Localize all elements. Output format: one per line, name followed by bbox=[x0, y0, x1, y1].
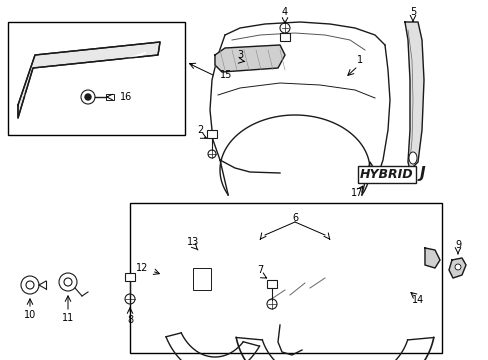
Text: 5: 5 bbox=[409, 7, 415, 17]
Text: 7: 7 bbox=[256, 265, 263, 275]
Text: 17: 17 bbox=[350, 188, 363, 198]
Text: 13: 13 bbox=[186, 237, 199, 247]
Bar bbox=[206, 130, 217, 138]
Text: 15: 15 bbox=[220, 70, 232, 80]
Bar bbox=[280, 33, 289, 41]
Bar bbox=[266, 280, 276, 288]
Polygon shape bbox=[448, 258, 465, 278]
Polygon shape bbox=[424, 248, 439, 268]
Bar bbox=[130, 203, 441, 353]
Text: 14: 14 bbox=[411, 295, 423, 305]
Bar bbox=[193, 268, 210, 290]
Ellipse shape bbox=[408, 152, 416, 164]
Text: J: J bbox=[419, 166, 425, 181]
Text: 1: 1 bbox=[356, 55, 362, 65]
Text: 9: 9 bbox=[454, 240, 460, 250]
Text: 3: 3 bbox=[237, 50, 243, 60]
Text: 16: 16 bbox=[120, 92, 132, 102]
Text: 6: 6 bbox=[291, 213, 298, 223]
Text: 11: 11 bbox=[62, 313, 74, 323]
Bar bbox=[8, 22, 184, 135]
Text: 2: 2 bbox=[197, 125, 203, 135]
Text: 12: 12 bbox=[135, 263, 148, 273]
Text: 10: 10 bbox=[24, 310, 36, 320]
Circle shape bbox=[85, 94, 91, 100]
Circle shape bbox=[454, 264, 460, 270]
Text: 4: 4 bbox=[282, 7, 287, 17]
Bar bbox=[106, 94, 114, 100]
Text: 8: 8 bbox=[127, 315, 133, 325]
Bar bbox=[125, 273, 135, 281]
Text: HYBRID: HYBRID bbox=[359, 168, 413, 181]
Polygon shape bbox=[215, 45, 285, 72]
Polygon shape bbox=[18, 42, 160, 118]
Polygon shape bbox=[404, 22, 423, 170]
